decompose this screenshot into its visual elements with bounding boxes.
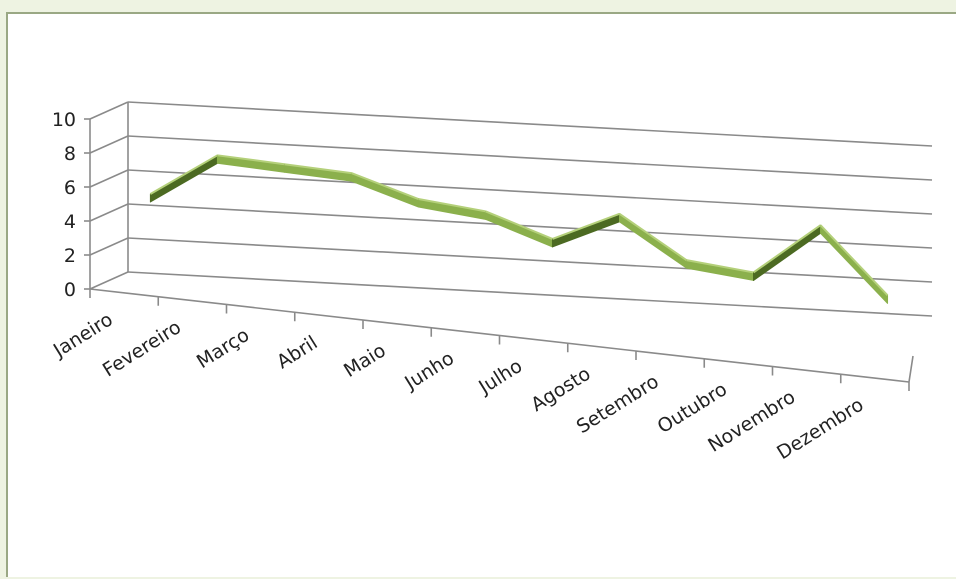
y-tick-label: 8	[64, 143, 76, 165]
series-line-highlight	[485, 211, 552, 239]
y-axis-labels: 0 2 4 6 8 10	[52, 109, 76, 301]
series-line-highlight	[552, 214, 619, 239]
series-line-segment	[351, 173, 418, 207]
x-tick-label: Julho	[474, 355, 526, 399]
x-axis-labels: Janeiro Fevereiro Março Abril Maio Junho…	[49, 308, 868, 464]
x-tick-label: Março	[193, 324, 253, 373]
chart-area: 0 2 4 6 8 10 Janeiro Fevereiro Março Abr…	[6, 12, 956, 577]
gridline	[128, 272, 932, 316]
y-tick-label: 4	[64, 211, 76, 233]
y-tick-label: 2	[64, 245, 76, 267]
line-chart: 0 2 4 6 8 10 Janeiro Fevereiro Março Abr…	[8, 14, 956, 579]
gridline	[128, 170, 932, 214]
y-tick-label: 0	[64, 279, 76, 301]
series-line-highlight	[821, 225, 888, 295]
gridlines	[90, 102, 932, 316]
x-tick-label: Janeiro	[49, 308, 117, 362]
x-tick-label: Agosto	[527, 363, 594, 416]
gridline-side	[90, 204, 128, 221]
gridline-side	[90, 136, 128, 153]
y-tick-label: 6	[64, 177, 76, 199]
floor-right-edge	[909, 356, 913, 382]
gridline	[128, 238, 932, 282]
gridline-side	[90, 272, 128, 289]
gridline-side	[90, 238, 128, 255]
gridline	[128, 136, 932, 180]
x-tick-label: Maio	[340, 339, 390, 381]
y-tick-label: 10	[52, 109, 76, 131]
gridline	[128, 102, 932, 146]
series-line-segment	[485, 211, 552, 247]
x-tick-label: Junho	[400, 347, 458, 394]
series-line-highlight	[754, 225, 821, 272]
gridline-side	[90, 102, 128, 119]
gridline	[128, 204, 932, 248]
series-line-segment	[150, 155, 217, 202]
x-tick-label: Abril	[273, 332, 321, 374]
gridline-side	[90, 170, 128, 187]
series-line-highlight	[619, 214, 686, 260]
